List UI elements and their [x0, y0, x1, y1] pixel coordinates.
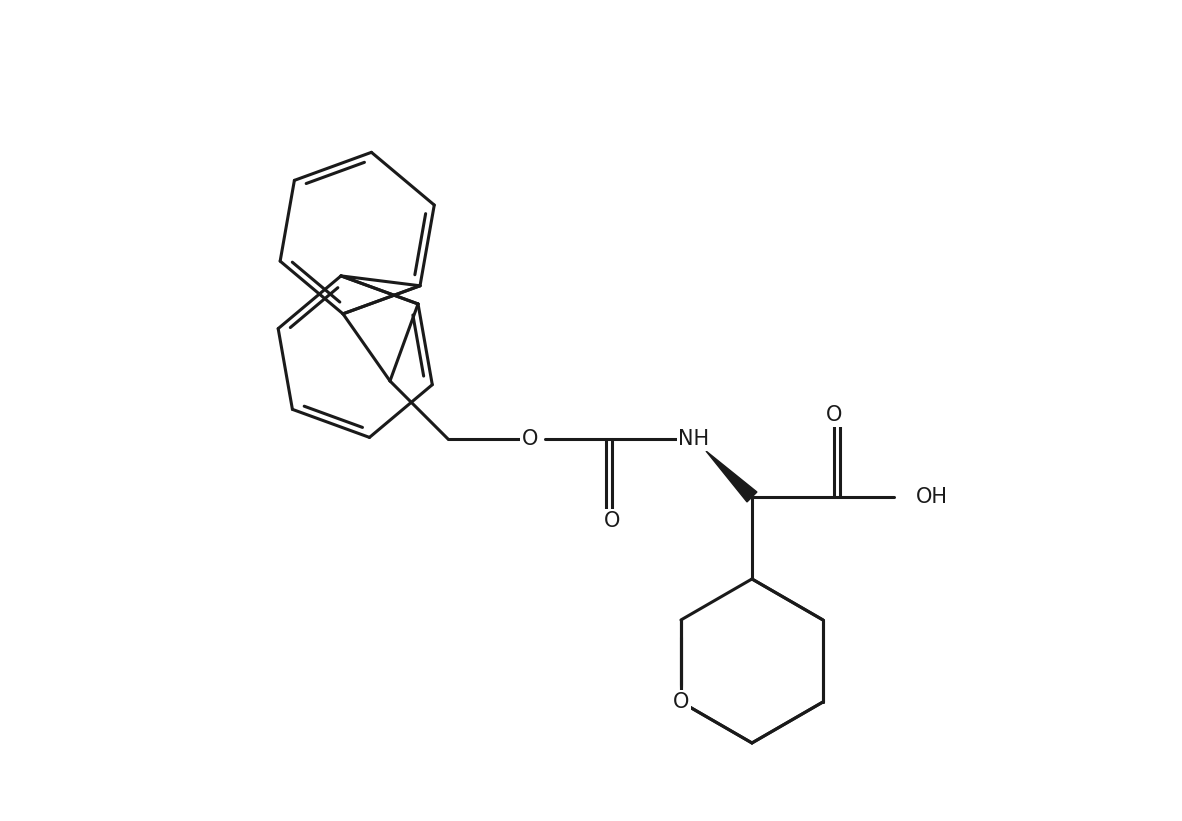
Text: O: O: [673, 692, 689, 712]
Text: O: O: [604, 511, 621, 531]
Text: OH: OH: [916, 487, 948, 507]
Text: NH: NH: [678, 429, 709, 449]
Text: O: O: [521, 429, 538, 449]
Polygon shape: [706, 451, 756, 502]
Text: O: O: [826, 405, 842, 425]
